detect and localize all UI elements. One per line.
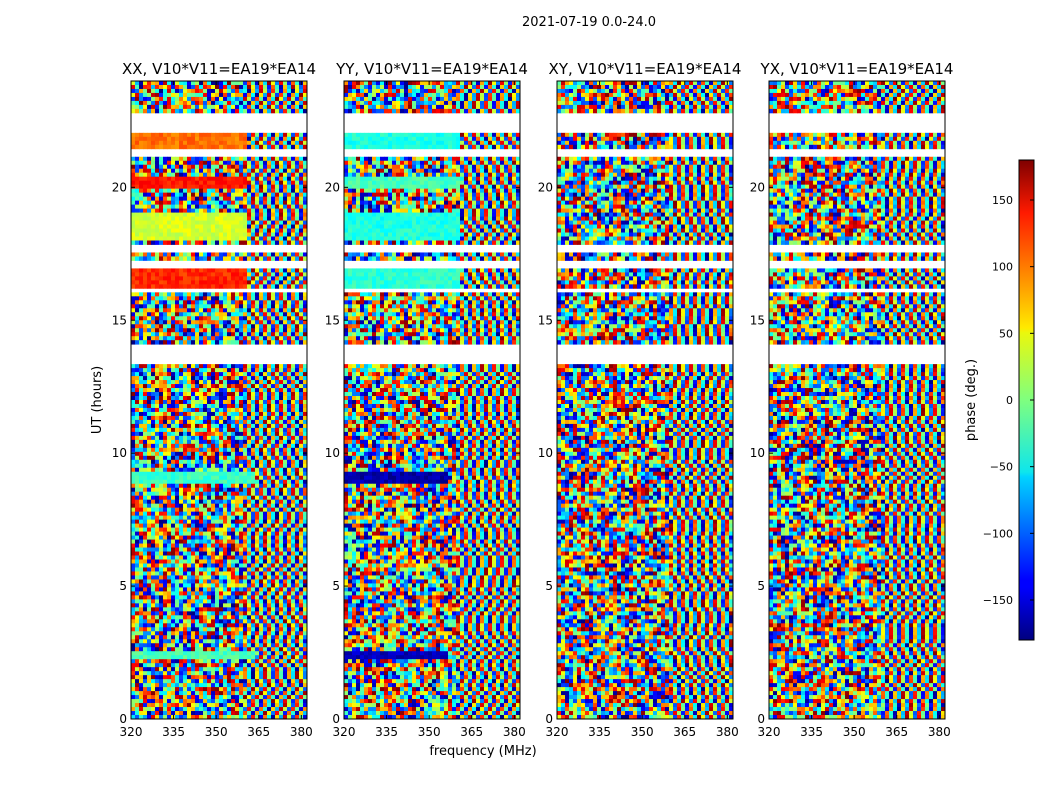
colorbar-label: phase (deg.): [964, 359, 979, 441]
y-tick-label: 0: [119, 712, 127, 726]
colorbar: 150 100 50 0 −50 −100 −150: [983, 159, 1035, 641]
x-tick-label: 335: [162, 725, 185, 739]
colorbar-tick-label: 50: [999, 327, 1013, 340]
x-tick-label: 320: [333, 725, 356, 739]
panels: XX, V10*V11=EA19*EA14 320 335 350 365 380 0 5 10…: [112, 60, 954, 739]
y-tick-label: 10: [750, 446, 765, 460]
y-tick-label: 20: [750, 180, 765, 194]
x-tick-label: 380: [928, 725, 951, 739]
x-tick-label: 365: [673, 725, 696, 739]
plot-frame: [130, 80, 308, 720]
y-tick-label: 5: [545, 579, 553, 593]
y-tick-label: 5: [119, 579, 127, 593]
y-tick-label: 0: [332, 712, 340, 726]
plot-frame: [556, 80, 734, 720]
y-tick-label: 10: [112, 446, 127, 460]
panel-title: YY, V10*V11=EA19*EA14: [335, 60, 528, 78]
y-tick-label: 15: [325, 313, 340, 327]
x-tick-label: 380: [503, 725, 526, 739]
x-tick-label: 320: [120, 725, 143, 739]
plot-frame: [343, 80, 521, 720]
x-tick-label: 350: [418, 725, 441, 739]
x-tick-label: 350: [205, 725, 228, 739]
figure-title: 2021-07-19 0.0-24.0: [522, 15, 656, 30]
panel-1: XX, V10*V11=EA19*EA14 320 335 350 365 380 0 5 10…: [112, 60, 316, 739]
y-tick-label: 15: [538, 313, 553, 327]
plot-frame: [768, 80, 946, 720]
y-tick-label: 10: [538, 446, 553, 460]
phase-heatmap: [344, 81, 521, 720]
x-tick-label: 335: [588, 725, 611, 739]
y-tick-label: 10: [325, 446, 340, 460]
panel-2: YY, V10*V11=EA19*EA14 320 335 350 365 380 0 5 10…: [325, 60, 528, 739]
panel-4: YX, V10*V11=EA19*EA14 320 335 350 365 380 0 5 10…: [750, 60, 954, 739]
colorbar-tick-label: −150: [983, 594, 1013, 607]
x-tick-label: 365: [247, 725, 270, 739]
x-axis-label: frequency (MHz): [429, 744, 536, 759]
y-tick-label: 15: [750, 313, 765, 327]
x-tick-label: 350: [631, 725, 654, 739]
phase-heatmap: [557, 81, 734, 720]
x-tick-label: 365: [885, 725, 908, 739]
y-tick-label: 20: [325, 180, 340, 194]
colorbar-tick-label: −50: [990, 461, 1013, 474]
colorbar-tick-label: 0: [1006, 394, 1013, 407]
x-tick-label: 350: [843, 725, 866, 739]
x-tick-label: 320: [758, 725, 781, 739]
x-tick-label: 365: [460, 725, 483, 739]
y-tick-label: 0: [757, 712, 765, 726]
colorbar-tick-label: 100: [992, 261, 1013, 274]
y-tick-label: 5: [757, 579, 765, 593]
x-tick-label: 380: [290, 725, 313, 739]
panel-title: XY, V10*V11=EA19*EA14: [549, 60, 742, 78]
x-tick-label: 380: [716, 725, 739, 739]
x-tick-label: 335: [800, 725, 823, 739]
y-tick-label: 0: [545, 712, 553, 726]
panel-title: YX, V10*V11=EA19*EA14: [760, 60, 954, 78]
y-axis-label: UT (hours): [90, 366, 105, 434]
colorbar-tick-label: −100: [983, 527, 1013, 540]
colorbar-tick-label: 150: [992, 194, 1013, 207]
y-tick-label: 5: [332, 579, 340, 593]
y-tick-label: 15: [112, 313, 127, 327]
phase-heatmap: [131, 81, 308, 720]
y-tick-label: 20: [538, 180, 553, 194]
y-tick-label: 20: [112, 180, 127, 194]
phase-heatmap: [769, 81, 946, 720]
panel-3: XY, V10*V11=EA19*EA14 320 335 350 365 380 0 5 10…: [538, 60, 742, 739]
x-tick-label: 335: [375, 725, 398, 739]
panel-title: XX, V10*V11=EA19*EA14: [122, 60, 316, 78]
x-tick-label: 320: [546, 725, 569, 739]
